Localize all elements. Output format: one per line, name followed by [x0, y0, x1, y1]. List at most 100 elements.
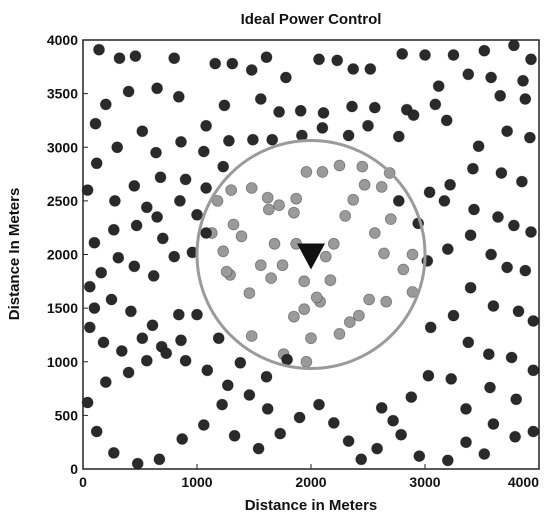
mobile-point-outside-cell [313, 53, 325, 66]
mobile-point-outside-cell [509, 430, 521, 443]
mobile-point-outside-cell [362, 119, 374, 132]
mobile-point-outside-cell [478, 44, 491, 57]
mobile-point-outside-cell [95, 266, 108, 279]
mobile-point-outside-cell [81, 396, 94, 409]
mobile-point-in-cell [217, 245, 230, 258]
y-tick-label: 1500 [47, 300, 78, 316]
mobile-point-outside-cell [432, 80, 445, 92]
mobile-point-in-cell [406, 248, 419, 261]
mobile-point-outside-cell [316, 122, 329, 134]
mobile-point-outside-cell [115, 345, 128, 357]
mobile-point-outside-cell [246, 133, 259, 146]
mobile-point-outside-cell [274, 427, 287, 440]
mobile-point-outside-cell [501, 261, 514, 274]
mobile-point-outside-cell [293, 411, 306, 424]
mobile-point-outside-cell [260, 370, 273, 383]
mobile-point-outside-cell [191, 208, 203, 221]
mobile-point-outside-cell [510, 393, 523, 406]
mobile-point-in-cell [378, 247, 390, 260]
mobile-point-outside-cell [516, 175, 528, 188]
mobile-point-outside-cell [273, 106, 286, 118]
x-tick-label: 0 [79, 474, 87, 490]
mobile-point-outside-cell [462, 336, 475, 349]
mobile-point-in-cell [397, 263, 410, 276]
mobile-point-outside-cell [168, 250, 181, 263]
mobile-point-outside-cell [226, 57, 239, 70]
mobile-point-outside-cell [99, 98, 112, 111]
mobile-point-in-cell [384, 213, 397, 226]
mobile-point-outside-cell [281, 353, 294, 366]
mobile-point-outside-cell [466, 162, 479, 175]
mobile-point-outside-cell [147, 269, 160, 282]
mobile-point-outside-cell [243, 389, 256, 401]
mobile-point-outside-cell [221, 379, 234, 392]
mobile-point-outside-cell [245, 64, 258, 76]
mobile-point-outside-cell [261, 402, 274, 415]
mobile-point-in-cell [243, 287, 256, 300]
mobile-point-outside-cell [438, 194, 451, 207]
mobile-point-in-cell [347, 193, 360, 206]
y-tick-label: 3000 [47, 139, 78, 155]
mobile-point-outside-cell [191, 308, 203, 321]
mobile-point-outside-cell [464, 229, 477, 242]
mobile-point-outside-cell [160, 347, 173, 360]
mobile-point-outside-cell [371, 442, 384, 455]
mobile-point-outside-cell [173, 194, 186, 207]
mobile-point-outside-cell [368, 101, 381, 114]
mobile-point-outside-cell [429, 98, 442, 111]
mobile-point-outside-cell [364, 63, 377, 75]
mobile-point-in-cell [298, 303, 311, 316]
mobile-point-outside-cell [527, 364, 540, 377]
mobile-point-in-cell [356, 160, 369, 173]
mobile-point-outside-cell [200, 119, 213, 132]
mobile-point-outside-cell [444, 178, 457, 191]
mobile-point-outside-cell [201, 364, 214, 377]
mobile-point-outside-cell [140, 354, 153, 367]
mobile-point-in-cell [333, 327, 346, 340]
mobile-point-in-cell [227, 218, 240, 231]
mobile-point-in-cell [235, 230, 248, 243]
mobile-point-in-cell [375, 180, 388, 193]
mobile-point-outside-cell [424, 321, 437, 334]
x-tick-label: 3000 [409, 474, 440, 490]
mobile-point-outside-cell [252, 442, 265, 455]
mobile-point-in-cell [324, 274, 337, 287]
mobile-point-in-cell [290, 192, 303, 205]
mobile-point-outside-cell [419, 49, 431, 61]
y-tick-label: 500 [55, 407, 79, 423]
mobile-point-in-cell [339, 209, 352, 222]
mobile-point-outside-cell [131, 457, 144, 470]
y-tick-label: 2500 [47, 193, 78, 209]
x-tick-label: 2000 [295, 474, 326, 490]
y-tick-label: 4000 [47, 32, 78, 48]
data-points-layer [81, 39, 540, 470]
mobile-point-outside-cell [111, 141, 124, 154]
y-tick-label: 3500 [47, 86, 78, 102]
mobile-point-outside-cell [327, 416, 340, 429]
mobile-point-outside-cell [197, 145, 210, 158]
mobile-point-outside-cell [228, 429, 241, 442]
mobile-point-outside-cell [88, 302, 101, 315]
y-axis-ticks: 0 500 1000 1500 2000 2500 3000 3500 4000 [47, 32, 88, 477]
mobile-point-outside-cell [128, 179, 141, 192]
mobile-point-outside-cell [519, 264, 532, 277]
mobile-point-outside-cell [440, 114, 453, 127]
mobile-point-outside-cell [462, 68, 475, 81]
mobile-point-in-cell [273, 199, 286, 212]
mobile-point-outside-cell [441, 243, 454, 256]
mobile-point-outside-cell [154, 171, 167, 184]
mobile-point-in-cell [262, 203, 275, 216]
mobile-point-outside-cell [413, 450, 426, 463]
mobile-point-in-cell [363, 293, 376, 306]
mobile-point-outside-cell [89, 117, 102, 130]
mobile-point-outside-cell [346, 100, 358, 113]
mobile-point-outside-cell [129, 50, 142, 62]
mobile-point-outside-cell [150, 146, 162, 159]
mobile-point-outside-cell [172, 308, 185, 321]
mobile-point-outside-cell [179, 173, 192, 186]
mobile-point-outside-cell [122, 85, 135, 98]
mobile-point-outside-cell [445, 372, 458, 385]
mobile-point-outside-cell [128, 260, 141, 273]
mobile-point-outside-cell [279, 71, 292, 84]
